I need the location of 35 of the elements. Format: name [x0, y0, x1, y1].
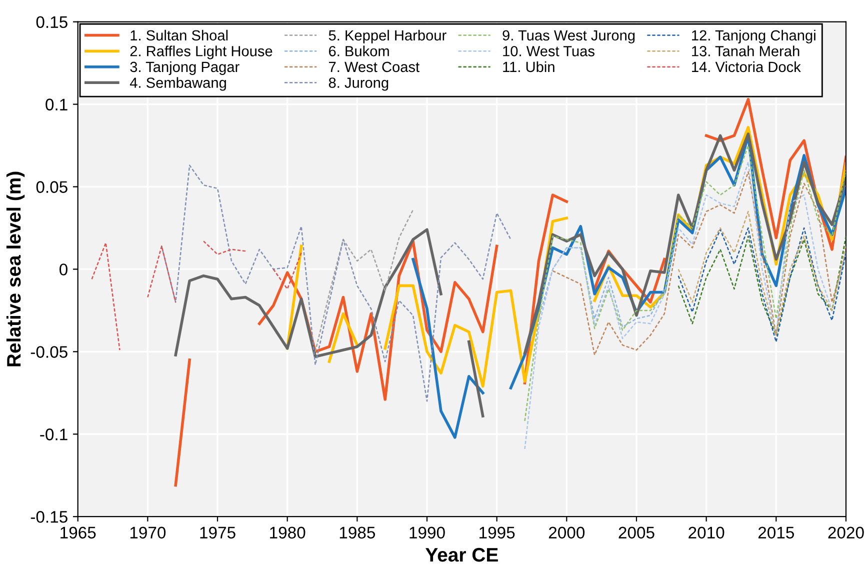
y-tick-label: 0.05 [36, 181, 68, 193]
legend-label: 10. West Tuas [503, 46, 594, 56]
x-tick-label: 2020 [828, 526, 864, 539]
x-tick-label: 2010 [688, 526, 724, 539]
x-tick-label: 1990 [410, 526, 445, 539]
x-tick-label: 2005 [618, 526, 654, 539]
y-axis-title: Relative sea level (m) [6, 172, 25, 366]
x-tick-label: 2000 [548, 526, 585, 539]
x-tick-label: 1980 [270, 526, 306, 539]
y-tick-label: 0.15 [36, 16, 68, 28]
legend-label: 6. Bukom [329, 46, 389, 56]
legend-label: 14. Victoria Dock [692, 61, 801, 72]
legend-label: 4. Sembawang [130, 77, 226, 91]
y-tick-label: -0.15 [30, 511, 68, 523]
x-tick-label: 1995 [480, 526, 515, 539]
legend-label: 9. Tuas West Jurong [502, 30, 635, 44]
x-axis-title: Year CE [425, 548, 498, 562]
legend-label: 2. Raffles Light House [130, 46, 272, 60]
y-tick-label: 0.1 [46, 98, 68, 110]
x-tick-label: 1970 [130, 526, 166, 539]
legend-label: 13. Tanah Merah [692, 46, 800, 56]
x-tick-label: 2015 [758, 526, 794, 539]
y-tick-label: -0.05 [30, 346, 68, 358]
x-tick-label: 1975 [200, 526, 236, 539]
x-tick-label: 1965 [60, 526, 96, 539]
legend-label: 8. Jurong [328, 78, 388, 91]
x-tick-label: 1985 [340, 526, 376, 539]
legend-label: 7. West Coast [329, 62, 420, 72]
y-tick-label: -0.1 [40, 428, 68, 440]
legend-label: 1. Sultan Shoal [130, 30, 228, 41]
legend-label: 12. Tanjong Changi [692, 30, 816, 44]
legend-label: 3. Tanjong Pagar [130, 61, 240, 75]
y-tick-label: 0 [60, 264, 68, 276]
legend-label: 5. Keppel Harbour [328, 30, 446, 44]
legend-label: 11. Ubin [503, 61, 554, 72]
